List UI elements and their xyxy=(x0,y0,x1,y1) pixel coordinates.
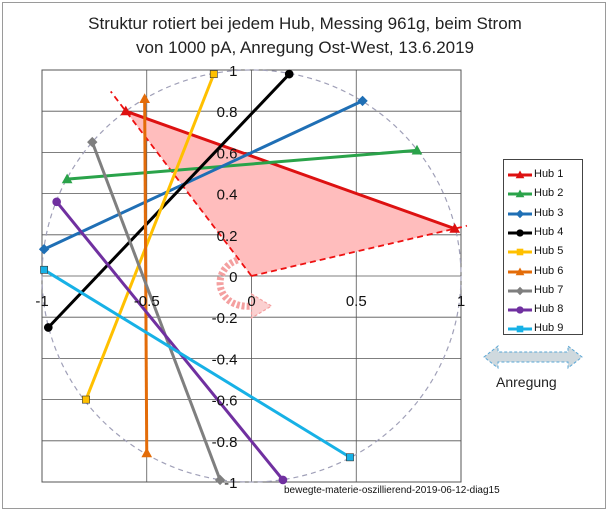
legend-item-hub-4: Hub 4 xyxy=(504,224,584,242)
legend-marker xyxy=(516,306,524,314)
legend-item-hub-9: Hub 9 xyxy=(504,320,584,338)
legend-marker xyxy=(515,170,525,179)
chart-title-line-1: Struktur rotiert bei jedem Hub, Messing … xyxy=(88,14,522,33)
series-marker-hub-8-end xyxy=(278,475,288,485)
series-marker-hub-1-end xyxy=(449,223,461,233)
legend-swatch-hub-2 xyxy=(508,189,532,198)
x-tick-label: 1 xyxy=(457,293,465,310)
series-marker-hub-2-start xyxy=(61,173,73,184)
y-tick-label: 0.4 xyxy=(217,187,238,204)
series-line-hub-8 xyxy=(55,200,285,481)
dashed-ray-hub1-start xyxy=(110,90,253,277)
series-marker-hub-6-end xyxy=(141,447,153,458)
y-tick-label: 0.8 xyxy=(217,104,238,121)
legend-swatch-hub-5 xyxy=(508,248,532,256)
series-line-hub-1 xyxy=(125,109,456,231)
legend-item-hub-7: Hub 7 xyxy=(504,282,584,300)
excitation-label: Anregung xyxy=(496,374,557,390)
series-marker-hub-7-end xyxy=(214,474,226,486)
series-marker-hub-7-start xyxy=(87,136,98,148)
legend-label: Hub 3 xyxy=(534,206,564,219)
series-line-hub-5 xyxy=(84,73,216,401)
legend-item-hub-1: Hub 1 xyxy=(504,166,584,184)
series-line-hub-2 xyxy=(67,148,418,181)
y-tick-label: 0.6 xyxy=(217,145,238,162)
y-tick-label: -0.8 xyxy=(212,434,238,451)
legend-marker xyxy=(516,326,524,333)
series-line-hub-6 xyxy=(143,98,149,454)
legend-marker xyxy=(515,266,525,275)
legend-label: Hub 6 xyxy=(534,264,564,277)
rotation-triangle xyxy=(125,111,455,276)
legend-swatch-hub-1 xyxy=(508,170,532,179)
series-marker-hub-9-end xyxy=(346,453,354,462)
series-marker-hub-5-start xyxy=(82,395,90,404)
legend-marker xyxy=(516,229,524,237)
rotation-curl-arrowhead xyxy=(250,292,273,320)
series-marker-hub-3-end xyxy=(357,95,368,107)
legend-label: Hub 8 xyxy=(534,303,564,316)
legend-swatch-hub-3 xyxy=(508,209,532,218)
chart-legend: Hub 1 Hub 2 Hub 3 Hub 4 Hub 5 Hub 6 Hub 7 Hub 8… xyxy=(503,159,583,335)
y-tick-label: 0.2 xyxy=(217,228,238,245)
legend-marker xyxy=(515,286,525,296)
x-tick-label: 0.5 xyxy=(346,293,367,310)
chart-title-line-2: von 1000 pA, Anregung Ost-West, 13.6.201… xyxy=(135,38,475,57)
legend-label: Hub 4 xyxy=(534,225,564,238)
legend-label: Hub 2 xyxy=(534,187,564,200)
y-tick-label: 0 xyxy=(229,269,237,286)
y-tick-label: -0.4 xyxy=(212,351,238,368)
legend-swatch-hub-9 xyxy=(508,326,532,333)
legend-item-hub-6: Hub 6 xyxy=(504,263,584,281)
footer-filename: bewegte-materie-oszillierend-2019-06-12-… xyxy=(284,485,500,496)
legend-label: Hub 9 xyxy=(534,322,564,335)
y-tick-label: 1 xyxy=(229,63,237,80)
legend-swatch-hub-4 xyxy=(508,229,532,237)
legend-label: Hub 5 xyxy=(534,245,564,258)
legend-item-hub-3: Hub 3 xyxy=(504,205,584,223)
series-marker-hub-6-start xyxy=(139,93,151,103)
legend-item-hub-2: Hub 2 xyxy=(504,185,584,203)
series-marker-hub-5-end xyxy=(209,70,218,79)
series-line-hub-3 xyxy=(43,99,364,251)
legend-label: Hub 1 xyxy=(534,168,564,180)
x-tick-label: -1 xyxy=(35,293,48,310)
y-tick-label: -0.2 xyxy=(212,310,238,327)
series-marker-hub-1-start xyxy=(120,105,132,116)
series-marker-hub-2-end xyxy=(411,144,423,155)
series-marker-hub-3-start xyxy=(38,244,50,255)
series-line-hub-9 xyxy=(43,268,351,459)
legend-marker xyxy=(515,189,525,198)
rotation-curl-arrow xyxy=(216,256,254,310)
series-marker-hub-9-start xyxy=(40,265,48,274)
dashed-ray-hub1-end xyxy=(251,224,468,277)
legend-swatch-hub-8 xyxy=(508,306,532,314)
y-tick-label: -1 xyxy=(224,475,237,492)
legend-swatch-hub-6 xyxy=(508,266,532,275)
legend-marker xyxy=(515,209,525,218)
legend-label: Hub 7 xyxy=(534,283,564,296)
series-marker-hub-8-start xyxy=(52,197,61,207)
excitation-double-arrow xyxy=(483,344,583,370)
series-line-hub-7 xyxy=(90,141,222,481)
series-marker-hub-4-start xyxy=(43,323,53,332)
legend-item-hub-8: Hub 8 xyxy=(504,301,584,319)
x-tick-label: -0.5 xyxy=(134,293,160,310)
legend-swatch-hub-7 xyxy=(508,286,532,296)
series-marker-hub-4-end xyxy=(284,69,294,79)
x-tick-label: 0 xyxy=(247,293,255,310)
series-line-hub-4 xyxy=(47,73,291,329)
legend-item-hub-5: Hub 5 xyxy=(504,243,584,261)
y-tick-label: -0.6 xyxy=(212,393,238,410)
legend-marker xyxy=(516,248,524,256)
unit-circle xyxy=(41,69,462,483)
